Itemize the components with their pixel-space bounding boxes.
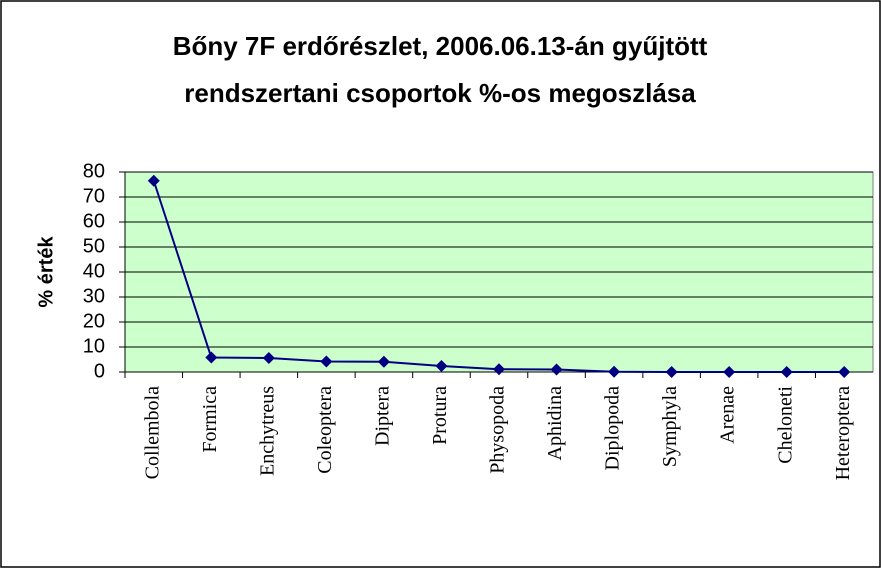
data-point	[320, 355, 333, 368]
x-tick-label: Heteroptera	[832, 386, 854, 481]
data-point	[435, 360, 448, 372]
data-point	[262, 352, 275, 364]
data-point	[838, 366, 851, 378]
chart-title: Bőny 7F erdőrészlet, 2006.06.13-án gyűjt…	[173, 31, 708, 61]
y-tick-label: 20	[83, 310, 105, 332]
data-point	[665, 366, 678, 378]
x-tick-label: Coleoptera	[314, 386, 336, 474]
y-tick-label: 0	[94, 360, 105, 382]
data-point	[780, 366, 793, 378]
data-point	[493, 363, 505, 376]
x-tick-label: Physopoda	[487, 386, 509, 474]
y-tick-label: 70	[83, 185, 105, 207]
x-tick-label: Aphidina	[544, 386, 566, 461]
y-tick-label: 40	[83, 260, 105, 282]
data-point	[550, 363, 563, 376]
x-tick-label: Symphyla	[659, 386, 681, 467]
data-point	[205, 351, 218, 364]
x-tick-label: Collembola	[141, 386, 163, 479]
chart-title: rendszertani csoportok %-os megoszlása	[184, 78, 696, 108]
data-point	[377, 355, 390, 368]
y-axis-label: % érték	[35, 236, 57, 308]
y-tick-label: 10	[83, 335, 105, 357]
x-tick-label: Cheloneti	[774, 386, 796, 464]
x-tick-label: Protura	[429, 386, 451, 445]
data-point	[608, 365, 621, 378]
x-tick-label: Diptera	[372, 386, 394, 446]
data-point	[147, 174, 160, 187]
y-tick-label: 80	[83, 160, 105, 182]
x-tick-label: Formica	[199, 386, 221, 453]
y-tick-label: 50	[83, 235, 105, 257]
y-tick-label: 30	[83, 285, 105, 307]
x-tick-label: Arenae	[717, 386, 739, 444]
x-tick-label: Enchytreus	[256, 386, 278, 476]
x-tick-label: Diplopoda	[602, 386, 624, 471]
data-point	[723, 366, 736, 378]
y-tick-label: 60	[83, 210, 105, 232]
